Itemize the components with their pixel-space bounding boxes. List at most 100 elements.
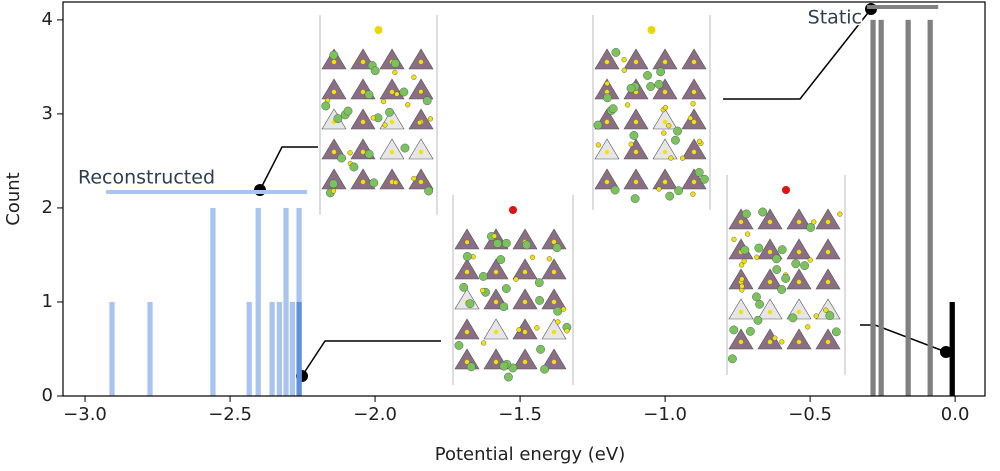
atom-s [493, 299, 499, 305]
atom-cl [611, 48, 621, 57]
atom-s [691, 119, 697, 125]
bar [246, 301, 252, 396]
atom-s [331, 89, 337, 95]
tetrahedron [512, 288, 538, 310]
atom-s [805, 324, 811, 330]
atom-s [347, 150, 353, 156]
atom-s [690, 101, 696, 107]
atom-cl [753, 315, 763, 325]
atom-cl [493, 239, 502, 248]
atom-cl [478, 272, 488, 281]
atom-s [739, 276, 745, 282]
atom-s [405, 102, 411, 108]
tetrahedron [652, 78, 678, 100]
connector [259, 146, 318, 191]
bar [147, 301, 153, 396]
atom-s [551, 299, 557, 305]
atom-s [691, 59, 697, 65]
bar [927, 19, 933, 397]
atom-s [767, 309, 773, 315]
atom-cl [466, 362, 476, 372]
atom-s [662, 119, 668, 125]
tetrahedron [379, 138, 405, 160]
atom-s [738, 219, 744, 225]
atom-cl [630, 194, 640, 204]
tetrahedron [483, 258, 509, 280]
tetrahedron [623, 108, 649, 130]
tetrahedron [454, 228, 480, 250]
atom-s [691, 149, 697, 155]
atom-s [679, 155, 686, 161]
atom-s [825, 249, 831, 255]
tetrahedron [815, 238, 841, 260]
atom-s [370, 115, 376, 121]
tetrahedron [321, 78, 347, 100]
atom-cl [399, 87, 409, 97]
atom-cl [462, 252, 472, 261]
tetrahedron [652, 48, 678, 70]
atom-s [360, 149, 366, 155]
atom-s [360, 89, 366, 95]
atom-s [464, 269, 470, 275]
atom-s [551, 239, 557, 245]
atom-cl [329, 50, 339, 60]
atom-cl [831, 327, 841, 337]
atom-cl [496, 255, 506, 264]
atom-cl [321, 101, 331, 111]
atom-s [738, 309, 744, 315]
atom-s [394, 91, 400, 97]
series-label: Static [808, 7, 862, 29]
atom-s [767, 219, 773, 225]
atom-cl [536, 344, 545, 354]
atom-cl [646, 82, 656, 91]
tetrahedron [454, 258, 480, 280]
atom-s [754, 254, 760, 260]
atom-cl [629, 131, 639, 140]
atom-cl [758, 207, 768, 217]
atom-s [464, 359, 470, 365]
atom-cl [465, 299, 475, 309]
atom-s [690, 191, 696, 197]
tetrahedron [623, 138, 649, 160]
tetrahedron [623, 48, 649, 70]
atom-cl [656, 67, 666, 77]
atom-s [389, 119, 395, 125]
tetrahedron [786, 208, 812, 230]
atom-s [633, 149, 639, 155]
atom-s [331, 149, 337, 155]
atom-cl [329, 179, 338, 189]
bar [870, 19, 876, 397]
atom-cl [772, 265, 782, 274]
atom-cl [694, 167, 704, 177]
bar [905, 19, 911, 397]
molecule [374, 26, 383, 34]
molecule [509, 206, 517, 214]
atom-cl [603, 93, 612, 103]
atom-s [516, 327, 522, 333]
atom-s [393, 179, 399, 186]
atom-s [604, 119, 610, 125]
tetrahedron [541, 258, 567, 280]
atom-s [687, 115, 694, 121]
bar [255, 207, 261, 396]
atom-cl [343, 106, 353, 116]
atom-s [662, 89, 668, 95]
connector [301, 340, 441, 377]
atom-s [739, 262, 745, 268]
atom-s [796, 249, 802, 255]
atom-s [522, 359, 528, 365]
atom-s [546, 256, 552, 262]
tetrahedron [681, 138, 707, 160]
tetrahedron [786, 238, 812, 260]
tetrahedron [728, 298, 754, 320]
atom-s [662, 59, 668, 65]
tetrahedron [350, 108, 376, 130]
tetrahedron [541, 288, 567, 310]
atom-s [522, 329, 528, 335]
atom-s [807, 257, 813, 263]
tetrahedron [408, 108, 434, 130]
atom-s [668, 155, 674, 161]
atom-s [604, 80, 610, 87]
atom-s [360, 59, 366, 65]
tetrahedron [681, 48, 707, 70]
